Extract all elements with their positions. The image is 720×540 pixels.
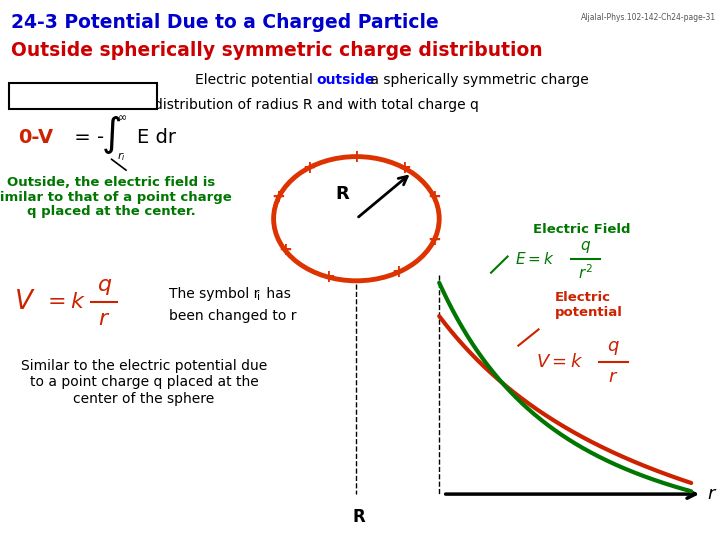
Text: Electric potential: Electric potential <box>194 73 317 87</box>
Text: $\int$: $\int$ <box>101 114 121 156</box>
Text: Electric Field: Electric Field <box>533 223 630 236</box>
Text: has: has <box>262 287 291 301</box>
Text: +: + <box>397 159 411 177</box>
Text: +: + <box>278 241 292 259</box>
Text: +: + <box>302 159 316 177</box>
Text: +: + <box>271 188 286 206</box>
Text: $r$: $r$ <box>608 368 618 386</box>
Text: 0-V: 0-V <box>18 128 53 147</box>
Text: $\infty$: $\infty$ <box>117 112 127 122</box>
Text: Outside r > R: Outside r > R <box>36 89 130 103</box>
Text: $V$: $V$ <box>14 289 36 315</box>
Text: Outside, the electric field is
similar to that of a point charge
q placed at the: Outside, the electric field is similar t… <box>0 176 231 219</box>
Text: $q$: $q$ <box>607 339 620 357</box>
Text: Electric
potential: Electric potential <box>554 291 622 319</box>
Text: a spherically symmetric charge: a spherically symmetric charge <box>366 73 588 87</box>
Text: Similar to the electric potential due
to a point charge q placed at the
center o: Similar to the electric potential due to… <box>21 359 267 406</box>
Text: The symbol r: The symbol r <box>169 287 260 301</box>
Text: distribution of radius R and with total charge q: distribution of radius R and with total … <box>154 98 480 112</box>
Text: $r^2$: $r^2$ <box>578 264 593 282</box>
Text: $q$: $q$ <box>96 277 112 298</box>
FancyBboxPatch shape <box>9 83 157 109</box>
Text: been changed to r: been changed to r <box>169 309 297 323</box>
Text: +: + <box>427 188 441 206</box>
Text: R: R <box>336 185 349 204</box>
Text: i: i <box>257 292 260 302</box>
Text: $r$: $r$ <box>98 308 111 329</box>
Text: $r_i$: $r_i$ <box>117 150 126 163</box>
Text: $E = k$: $E = k$ <box>515 251 554 267</box>
Text: +: + <box>321 268 335 286</box>
Text: r: r <box>708 485 715 503</box>
Text: +: + <box>427 231 441 249</box>
Text: = -: = - <box>68 128 104 147</box>
Text: $= k$: $= k$ <box>43 292 86 313</box>
Text: +: + <box>391 264 405 281</box>
Text: Outside spherically symmetric charge distribution: Outside spherically symmetric charge dis… <box>11 40 542 59</box>
Text: $q$: $q$ <box>580 239 591 255</box>
Text: 24-3 Potential Due to a Charged Particle: 24-3 Potential Due to a Charged Particle <box>11 14 438 32</box>
Text: outside: outside <box>317 73 375 87</box>
Text: Aljalal-Phys.102-142-Ch24-page-31: Aljalal-Phys.102-142-Ch24-page-31 <box>581 14 716 23</box>
Text: R: R <box>352 508 365 525</box>
Text: +: + <box>349 147 364 166</box>
Text: $V = k$: $V = k$ <box>536 353 584 371</box>
Text: E dr: E dr <box>137 128 176 147</box>
